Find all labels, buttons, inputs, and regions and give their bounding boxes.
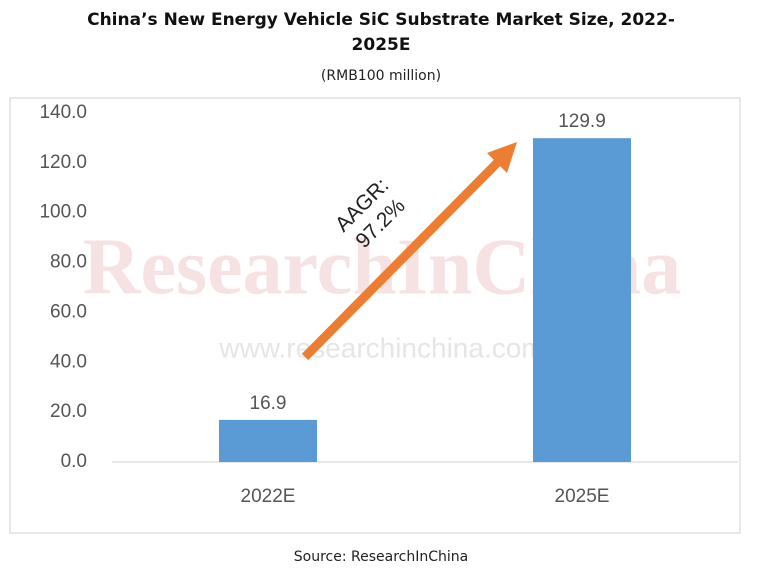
watermark: www.researchinchina.com xyxy=(218,332,544,363)
plot-frame xyxy=(9,97,741,534)
y-tick-label: 80.0 xyxy=(50,252,87,273)
bar xyxy=(533,138,631,462)
data-label: 16.9 xyxy=(250,393,287,414)
chart-subtitle: (RMB100 million) xyxy=(321,68,441,84)
y-tick-label: 100.0 xyxy=(39,202,87,223)
y-tick-label: 20.0 xyxy=(50,401,87,422)
y-tick-label: 120.0 xyxy=(39,152,87,173)
y-tick-label: 0.0 xyxy=(61,451,87,472)
arrow-head xyxy=(487,142,517,173)
y-tick-label: 140.0 xyxy=(39,102,87,123)
growth-arrow xyxy=(301,158,502,361)
x-tick-label: 2022E xyxy=(241,486,296,507)
data-label: 129.9 xyxy=(558,111,606,132)
bar xyxy=(219,419,317,462)
chart-title: China’s New Energy Vehicle SiC Substrate… xyxy=(87,10,675,55)
y-tick-label: 60.0 xyxy=(50,301,87,322)
x-tick-label: 2025E xyxy=(555,486,610,507)
y-tick-label: 40.0 xyxy=(50,351,87,372)
source: Source: ResearchInChina xyxy=(294,549,468,565)
